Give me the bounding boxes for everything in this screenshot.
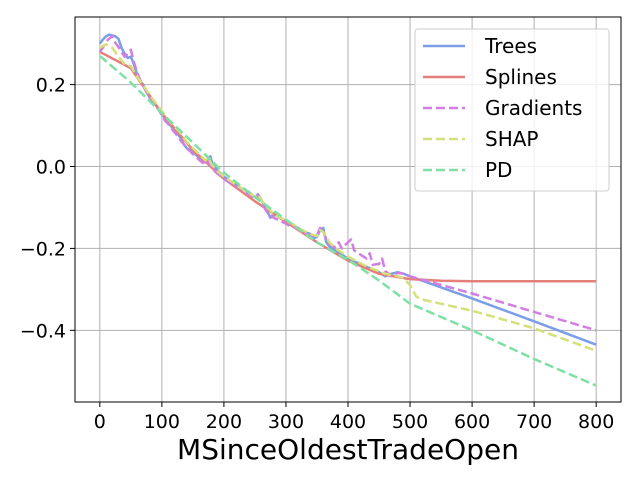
x-axis-title: MSinceOldestTradeOpen	[177, 433, 519, 466]
x-tick-label: 200	[206, 411, 242, 433]
legend-box	[414, 28, 610, 192]
y-tick-label: 0.2	[36, 75, 66, 97]
x-tick-label: 700	[516, 411, 552, 433]
x-tick-label: 400	[330, 411, 366, 433]
axis-ticks: 0 100 200 300 400 500 600 700 800 0.2 0.0 −0.2 −0.4	[20, 75, 614, 433]
x-tick-label: 100	[144, 411, 180, 433]
legend-label-pd: PD	[485, 158, 512, 182]
legend-label-shap: SHAP	[485, 127, 538, 151]
legend-label-gradients: Gradients	[485, 96, 582, 120]
series-line-pd	[98, 54, 597, 387]
legend-label-trees: Trees	[484, 34, 537, 58]
y-tick-label: −0.2	[20, 238, 66, 260]
x-tick-label: 500	[392, 411, 428, 433]
legend: Trees Splines Gradients SHAP PD	[414, 28, 610, 192]
plot-series	[98, 33, 597, 387]
x-tick-label: 0	[94, 411, 106, 433]
y-tick-label: 0.0	[36, 156, 66, 178]
x-tick-label: 800	[578, 411, 614, 433]
x-tick-label: 600	[454, 411, 490, 433]
legend-label-splines: Splines	[485, 65, 557, 89]
y-tick-label: −0.4	[20, 320, 66, 342]
x-tick-label: 300	[268, 411, 304, 433]
